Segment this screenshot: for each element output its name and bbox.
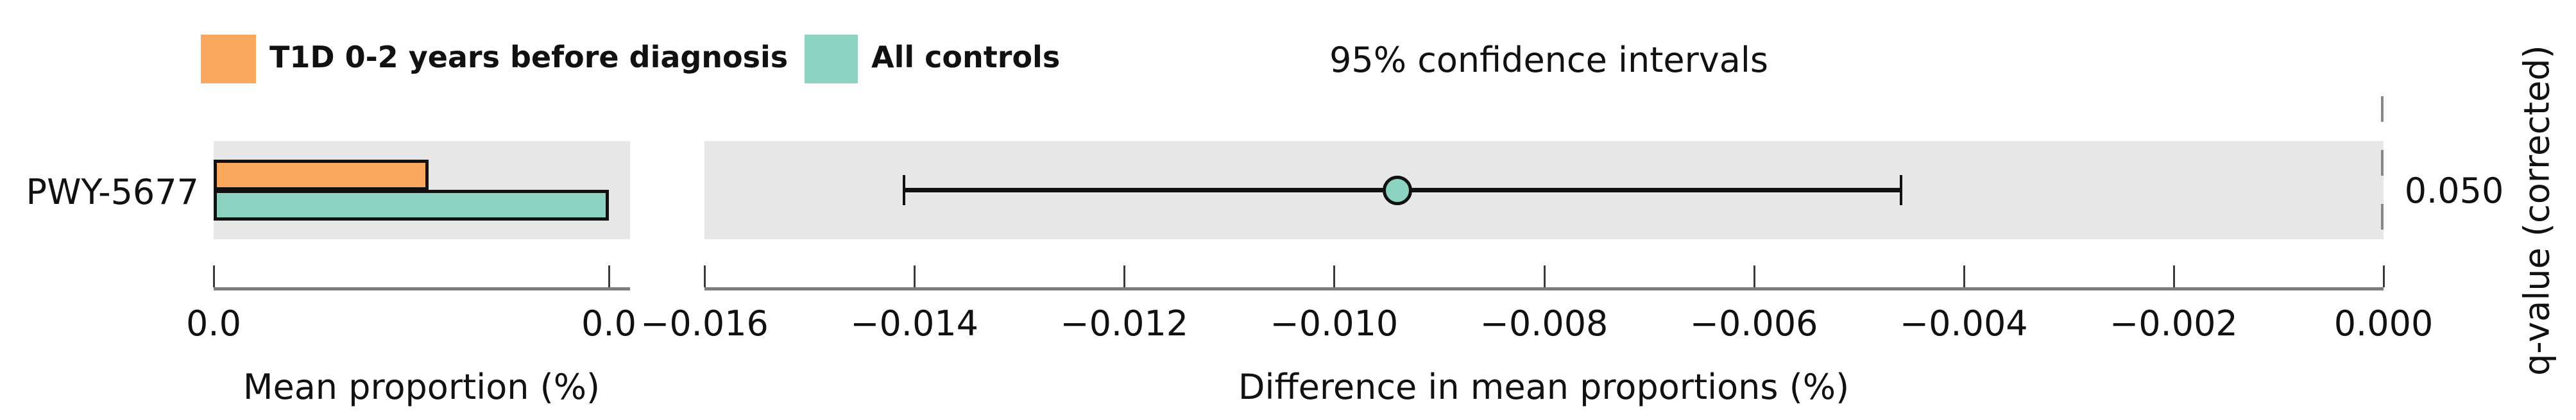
left-x-axis — [214, 287, 630, 290]
right-axis-tick-label: −0.004 — [1899, 303, 2028, 344]
left-tick-label-max: 0.0 — [581, 303, 636, 344]
right-axis-tick — [1333, 265, 1336, 287]
right-axis-tick — [1543, 265, 1546, 287]
right-axis-title: Difference in mean proportions (%) — [1238, 367, 1850, 407]
right-axis-tick — [2172, 265, 2175, 287]
right-axis-tick-label: −0.006 — [1689, 303, 1818, 344]
right-axis-tick-label: −0.008 — [1480, 303, 1608, 344]
right-axis-tick-label: 0.000 — [2333, 303, 2434, 344]
left-tick-label-min: 0.0 — [186, 303, 241, 344]
right-axis-tick-label: −0.010 — [1270, 303, 1399, 344]
right-axis-tick-label: −0.016 — [640, 303, 769, 344]
ci-cap-upper — [1899, 175, 1902, 205]
right-axis-tick — [2383, 265, 2385, 287]
right-axis-tick-label: −0.014 — [850, 303, 979, 344]
right-axis-tick-label: −0.002 — [2109, 303, 2238, 344]
right-axis-tick — [1963, 265, 1965, 287]
right-axis-tick-label: −0.012 — [1060, 303, 1189, 344]
legend-label-t1d: T1D 0-2 years before diagnosis — [269, 40, 789, 74]
q-value: 0.050 — [2404, 171, 2504, 211]
legend-swatch-t1d — [201, 35, 256, 83]
left-axis-tick-max — [608, 265, 610, 287]
right-x-axis — [704, 287, 2384, 290]
bar-t1d — [214, 160, 429, 190]
legend-swatch-controls — [805, 35, 858, 83]
ci-mean-marker — [1382, 176, 1412, 205]
q-value-axis-title: q-value (corrected) — [2516, 45, 2557, 376]
feature-label: PWY-5677 — [26, 172, 199, 212]
right-axis-tick — [704, 265, 706, 287]
left-axis-tick-min — [213, 265, 215, 287]
bar-controls — [214, 190, 609, 221]
ci-cap-lower — [902, 175, 905, 205]
right-axis-tick — [914, 265, 916, 287]
left-axis-title: Mean proportion (%) — [243, 367, 601, 407]
ci-panel-title: 95% confidence intervals — [1329, 40, 1768, 80]
zero-reference-dashed-line — [2381, 96, 2384, 242]
right-axis-tick — [1753, 265, 1755, 287]
legend-label-controls: All controls — [871, 40, 1061, 74]
right-axis-tick — [1123, 265, 1126, 287]
